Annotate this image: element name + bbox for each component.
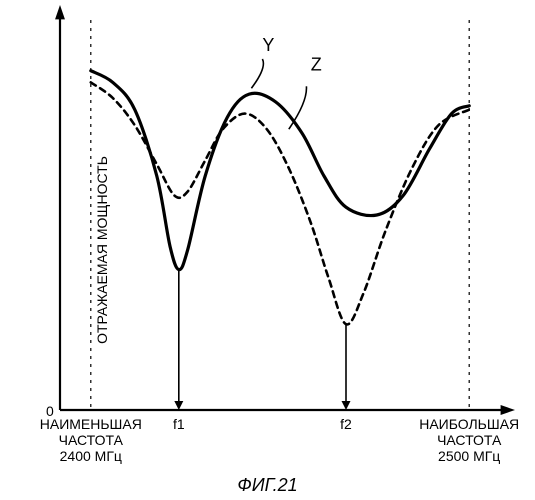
x-tick-label: f1: [173, 416, 185, 432]
series-Y: [91, 71, 469, 270]
x-tick-label: f2: [340, 416, 352, 432]
y-axis-label: ОТРАЖАЕМАЯ МОЩНОСТЬ: [94, 156, 110, 344]
x-tick-label: НАИБОЛЬШАЯЧАСТОТА2500 МГц: [419, 416, 519, 464]
series-Z: [91, 82, 469, 324]
series-label-Y: Y: [262, 35, 274, 55]
chart-container: ОТРАЖАЕМАЯ МОЩНОСТЬ YZ0 НАИМЕНЬШАЯЧАСТОТ…: [0, 0, 535, 500]
x-tick-label: НАИМЕНЬШАЯЧАСТОТА2400 МГц: [40, 416, 142, 464]
figure-caption: ФИГ.21: [237, 475, 297, 496]
series-label-Z: Z: [311, 55, 322, 75]
